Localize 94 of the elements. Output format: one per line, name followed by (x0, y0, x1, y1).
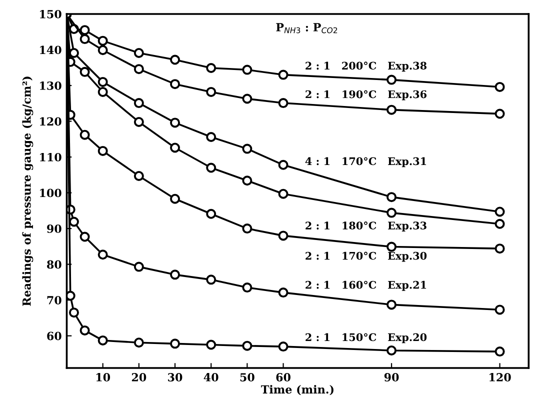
point (206, 62, 216, 73)
y-tick-label: 60 (47, 332, 62, 340)
y-tick-label: 130 (40, 81, 62, 90)
point (494, 218, 505, 229)
point (242, 340, 252, 351)
series-label: 2 : 1 200°C Exp.38 (306, 62, 427, 72)
point (206, 208, 216, 219)
y-tick-label: 100 (40, 188, 62, 198)
point (68, 308, 79, 318)
point (206, 274, 216, 285)
point (134, 64, 144, 74)
point (206, 162, 216, 173)
x-tick-label: 20 (132, 373, 146, 382)
x-tick-label: 30 (168, 373, 182, 382)
point (494, 82, 505, 92)
point (206, 340, 216, 350)
point (494, 346, 505, 357)
point (134, 170, 144, 181)
point (170, 194, 180, 204)
point (278, 230, 288, 241)
point (68, 216, 79, 227)
y-tick-label: 70 (47, 296, 62, 304)
point (170, 270, 180, 280)
point (494, 244, 505, 254)
point (98, 45, 108, 56)
point (386, 242, 397, 252)
point (242, 224, 252, 234)
series-label: 2 : 1 180°C Exp.33 (306, 222, 426, 232)
point (80, 130, 90, 140)
point (278, 342, 288, 352)
point (242, 64, 252, 75)
x-tick-label: 10 (96, 373, 110, 382)
point (242, 144, 252, 154)
point (386, 74, 397, 85)
point (134, 116, 144, 127)
y-tick-label: 140 (40, 46, 62, 54)
point (68, 48, 79, 58)
point (80, 66, 90, 77)
y-axis-title: Readings of pressure gauge (kg/cm²) (22, 76, 34, 306)
y-tick-label: 120 (40, 117, 62, 126)
series-label: 2 : 1 160°C Exp.21 (306, 280, 426, 291)
x-tick-label: 50 (240, 373, 254, 382)
x-tick-label: 60 (276, 373, 290, 382)
point (134, 98, 144, 108)
series-label: 2 : 1 150°C Exp.20 (306, 333, 427, 344)
point (98, 250, 108, 260)
legend-title: P$_{NH3}$ : P$_{CO2}$ (276, 23, 338, 34)
point (170, 338, 180, 349)
y-tick-label: 110 (40, 153, 62, 162)
point (494, 108, 505, 119)
point (134, 48, 144, 58)
point (170, 54, 180, 65)
point (494, 206, 505, 217)
point (278, 70, 288, 80)
point (134, 262, 144, 272)
series-label: 4 : 1 170°C Exp.31 (305, 157, 426, 168)
point (80, 34, 90, 44)
point (98, 335, 108, 346)
point (206, 86, 216, 97)
point (386, 192, 397, 202)
point (98, 86, 108, 97)
point (170, 79, 180, 90)
x-tick-label: 40 (204, 373, 218, 382)
point (206, 132, 216, 142)
point (494, 304, 505, 315)
point (98, 36, 108, 46)
point (386, 345, 397, 356)
point (278, 160, 288, 170)
point (242, 282, 252, 293)
point (134, 338, 144, 348)
y-tick-label: 90 (47, 224, 62, 233)
point (98, 76, 108, 87)
point (170, 118, 180, 128)
series-label: 2 : 1 190°C Exp.36 (306, 90, 427, 100)
point (242, 176, 252, 186)
y-tick-label: 150 (40, 10, 62, 18)
y-tick-label: 80 (47, 260, 62, 269)
point (278, 98, 288, 108)
point (98, 146, 108, 156)
point (80, 25, 90, 36)
point (386, 208, 397, 218)
point (80, 232, 90, 242)
point (278, 288, 288, 298)
x-axis-title: Time (min.) (261, 385, 334, 396)
point (80, 325, 90, 336)
x-tick-label: 90 (384, 373, 399, 382)
point (278, 188, 288, 199)
x-tick-label: 120 (490, 373, 511, 382)
point (242, 94, 252, 104)
point (386, 104, 397, 115)
point (170, 142, 180, 153)
point (386, 300, 397, 310)
point (66, 290, 76, 301)
series-label: 2 : 1 170°C Exp.30 (306, 252, 427, 262)
